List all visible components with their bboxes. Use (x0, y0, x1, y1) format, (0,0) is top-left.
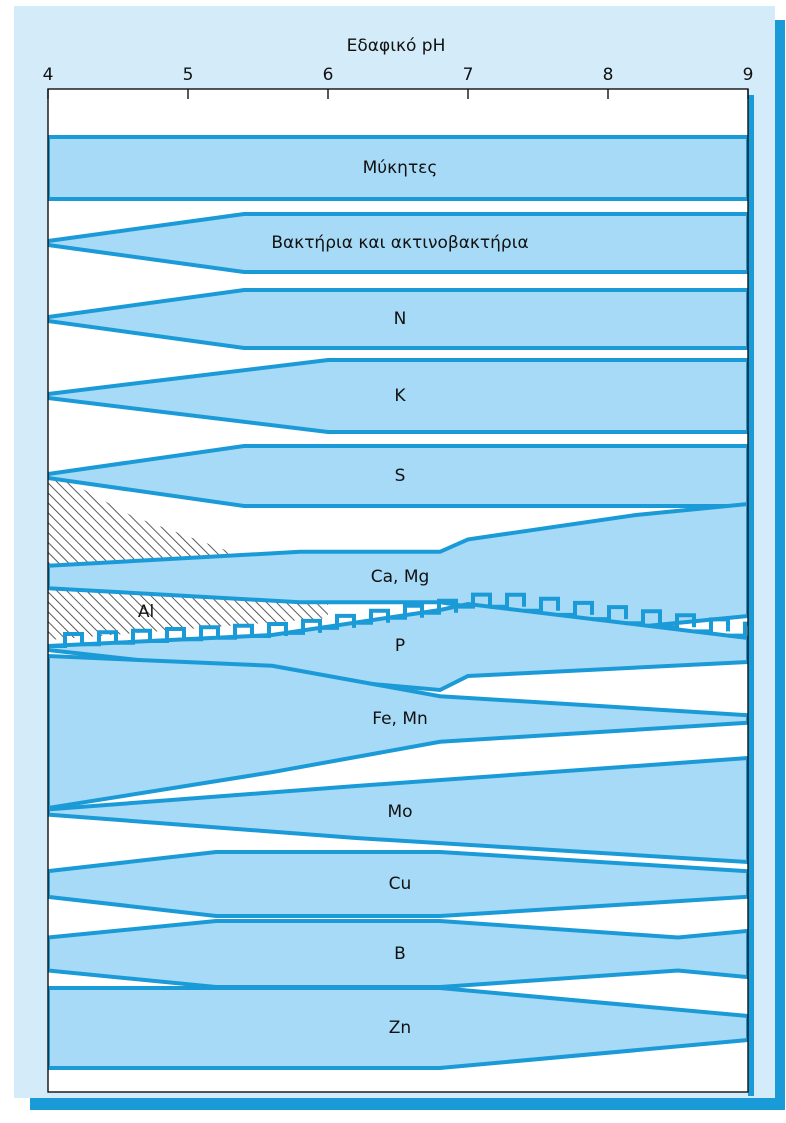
band-label: P (395, 636, 405, 656)
band-5 (48, 501, 748, 630)
p-band-notches (48, 592, 748, 648)
x-tick-label: 7 (463, 65, 474, 85)
x-axis-title: Εδαφικό pH (347, 36, 446, 56)
band-0 (48, 135, 748, 201)
band-label: Al (138, 602, 154, 622)
band-label: K (394, 386, 406, 406)
band-4 (48, 444, 748, 508)
band-label: Μύκητες (363, 158, 438, 178)
x-tick-label: 8 (603, 65, 614, 85)
band-label: Cu (389, 874, 412, 894)
band-2 (48, 288, 748, 350)
x-tick-label: 6 (323, 65, 334, 85)
band-label: B (394, 944, 406, 964)
band-label: Ca, Mg (371, 567, 430, 587)
x-tick-label: 4 (43, 65, 54, 85)
band-label: N (394, 309, 407, 329)
band-3 (48, 358, 748, 434)
bands-layer (48, 135, 748, 1070)
band-1 (48, 212, 748, 274)
plot-shadow-right (748, 95, 754, 1096)
band-label: Mo (387, 802, 412, 822)
plot-frame (47, 88, 749, 1093)
band-label: S (395, 466, 406, 486)
band-label: Zn (389, 1018, 411, 1038)
band-8 (48, 653, 748, 811)
x-tick-label: 9 (743, 65, 754, 85)
band-11 (48, 919, 748, 989)
x-axis-ticks: 4 5 6 7 8 9 (43, 65, 754, 99)
band-label: Βακτήρια και ακτινοβακτήρια (271, 233, 528, 253)
band-10 (48, 850, 748, 918)
band-labels: Μύκητες Βακτήρια και ακτινοβακτήρια N K S Ca,… (138, 158, 529, 1038)
band-12 (48, 986, 748, 1070)
band-9 (48, 755, 748, 865)
x-tick-label: 5 (183, 65, 194, 85)
band-label: Fe, Mn (372, 709, 428, 729)
